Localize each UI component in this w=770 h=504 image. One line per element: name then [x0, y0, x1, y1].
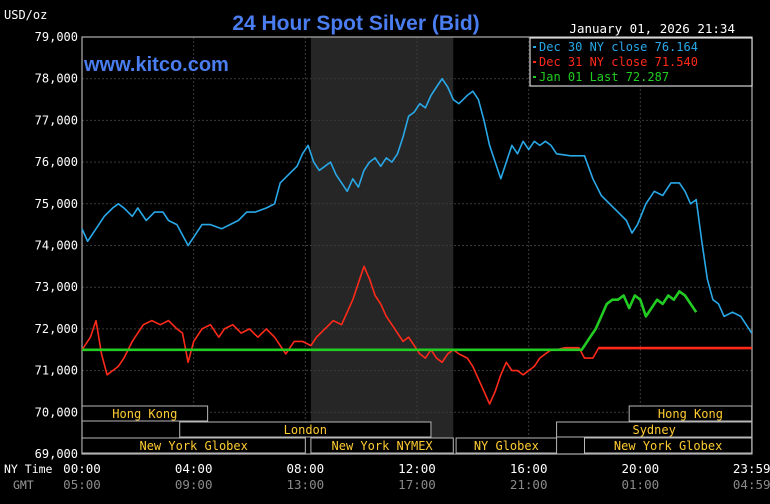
legend-entry-jan01: Jan 01 Last 72.287 — [539, 70, 669, 84]
legend: Dec 30 NY close 76.164 Dec 31 NY close 7… — [529, 37, 753, 87]
chart-title: 24 Hour Spot Silver (Bid) — [232, 12, 479, 35]
watermark: www.kitco.com — [83, 54, 229, 76]
x-tick-label-ny: 23:59 — [733, 461, 770, 476]
series-line-dec-30 — [81, 77, 753, 334]
session-bar — [81, 405, 209, 422]
y-tick-label: 73,000 — [35, 280, 78, 294]
x-tick-label-ny: 20:00 — [622, 461, 660, 476]
y-tick-label: 69,000 — [35, 447, 78, 461]
grid-lines — [82, 36, 752, 455]
ny-time-label: NY Time — [4, 462, 53, 476]
x-tick-label-gmt: 17:00 — [398, 477, 436, 492]
timestamp: January 01, 2026 21:34 — [569, 21, 735, 36]
x-tick-label-gmt: 09:00 — [175, 477, 213, 492]
y-tick-label: 74,000 — [35, 239, 78, 253]
gmt-label: GMT — [13, 478, 34, 492]
session-label: New York Globex — [614, 439, 722, 453]
x-tick-label-ny: 00:00 — [63, 461, 101, 476]
series-line-dec-31 — [81, 265, 752, 405]
session-bar — [179, 421, 432, 438]
x-tick-label-ny: 16:00 — [510, 461, 548, 476]
y-tick-label: 72,000 — [35, 322, 78, 336]
x-tick-label-gmt: 13:00 — [287, 477, 325, 492]
session-bar — [310, 437, 454, 454]
y-axis-label: USD/oz — [4, 8, 47, 22]
legend-entry-dec31: Dec 31 NY close 71.540 — [539, 55, 698, 69]
session-bars: Hong Kong Hong Kong London Sydney New York G… — [81, 405, 753, 454]
session-label: Sydney — [632, 423, 675, 437]
session-label: New York NYMEX — [332, 439, 434, 453]
x-tick-label-gmt: 01:00 — [622, 477, 660, 492]
y-tick-label: 77,000 — [35, 113, 78, 127]
session-bar — [455, 437, 558, 454]
x-tick-label-gmt: 04:59 — [733, 477, 770, 492]
plot-border — [81, 36, 753, 455]
y-tick-label: 79,000 — [35, 30, 78, 44]
y-tick-label: 71,000 — [35, 364, 78, 378]
x-tick-label-ny: 04:00 — [175, 461, 213, 476]
session-bar — [584, 437, 753, 454]
session-bar — [556, 421, 753, 438]
x-tick-label-ny: 08:00 — [287, 461, 325, 476]
y-axis-ticks: 69,000 70,000 71,000 72,000 73,000 74,000 75,0… — [35, 30, 78, 461]
y-tick-label: 70,000 — [35, 405, 78, 419]
legend-entry-dec30: Dec 30 NY close 76.164 — [539, 40, 698, 54]
y-tick-label: 76,000 — [35, 155, 78, 169]
series-line-jan-01 — [82, 290, 698, 352]
x-tick-label-gmt: 05:00 — [63, 477, 101, 492]
session-label: London — [284, 423, 327, 437]
y-tick-label: 78,000 — [35, 72, 78, 86]
session-label: New York Globex — [139, 439, 247, 453]
x-tick-label-ny: 12:00 — [398, 461, 436, 476]
session-bar — [628, 405, 753, 422]
y-tick-label: 75,000 — [35, 197, 78, 211]
session-label: Hong Kong — [658, 407, 723, 421]
legend-box — [529, 37, 753, 87]
x-tick-label-gmt: 21:00 — [510, 477, 548, 492]
session-label: NY Globex — [474, 439, 539, 453]
session-bar — [81, 437, 306, 454]
series-lines — [81, 77, 753, 405]
session-label: Hong Kong — [112, 407, 177, 421]
